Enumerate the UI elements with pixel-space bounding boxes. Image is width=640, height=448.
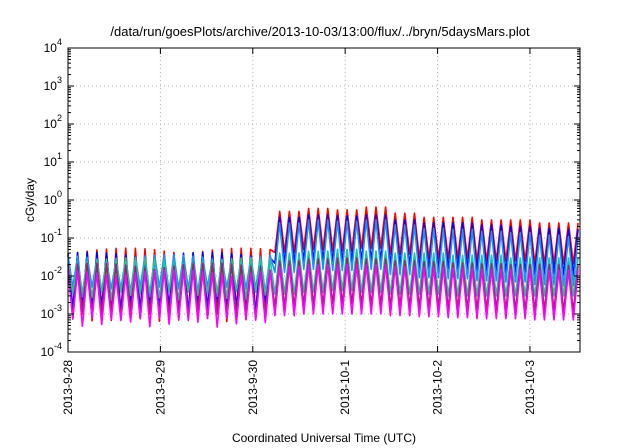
x-tick-label: 2013-9-28	[61, 360, 75, 415]
x-tick-label: 2013-10-2	[431, 360, 445, 415]
series-line	[67, 263, 579, 328]
y-axis-label: cGy/day	[23, 178, 37, 222]
y-tick-label: 10-4	[41, 341, 62, 359]
y-tick-labels: 104 103 102 101 100 10-1 10-2 10-3 10-4	[41, 37, 62, 359]
x-tick-label: 2013-10-3	[523, 360, 537, 415]
y-tick-label: 10-2	[41, 265, 62, 283]
y-tick-label: 100	[44, 189, 62, 207]
x-tick-label: 2013-9-30	[246, 360, 260, 415]
y-tick-label: 103	[44, 75, 62, 93]
axis-ticks	[67, 47, 580, 353]
x-tick-label: 2013-10-1	[338, 360, 352, 415]
x-tick-labels: 2013-9-28 2013-9-29 2013-9-30 2013-10-1 2013…	[61, 360, 537, 415]
x-tick-label: 2013-9-29	[153, 360, 167, 415]
series-line	[67, 248, 579, 302]
x-axis-label: Coordinated Universal Time (UTC)	[232, 431, 416, 445]
y-tick-label: 102	[44, 113, 62, 131]
y-tick-label: 101	[44, 151, 62, 169]
series-lines	[67, 206, 579, 328]
chart-title: /data/run/goesPlots/archive/2013-10-03/1…	[110, 24, 530, 39]
y-tick-label: 10-1	[41, 227, 62, 245]
y-tick-label: 104	[44, 37, 62, 55]
y-tick-label: 10-3	[41, 303, 62, 321]
